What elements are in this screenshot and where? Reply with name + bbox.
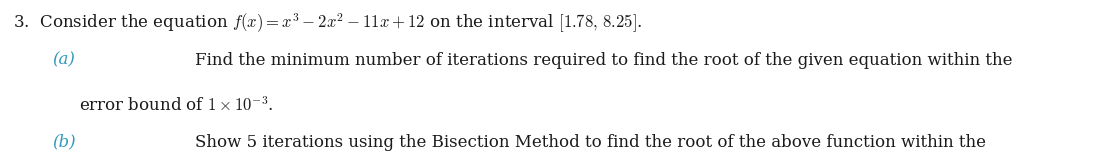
Text: Find the minimum number of iterations required to find the root of the given equ: Find the minimum number of iterations re… [195,52,1013,69]
Text: error bound of $1 \times 10^{-3}$.: error bound of $1 \times 10^{-3}$. [79,97,274,115]
Text: (b): (b) [53,134,77,151]
Text: (a): (a) [53,52,76,69]
Text: Show 5 iterations using the Bisection Method to find the root of the above funct: Show 5 iterations using the Bisection Me… [195,134,985,151]
Text: 3.  Consider the equation $f(x) = x^3 - 2x^2 - 11x + 12$ on the interval $[1.78,: 3. Consider the equation $f(x) = x^3 - 2… [13,11,643,35]
